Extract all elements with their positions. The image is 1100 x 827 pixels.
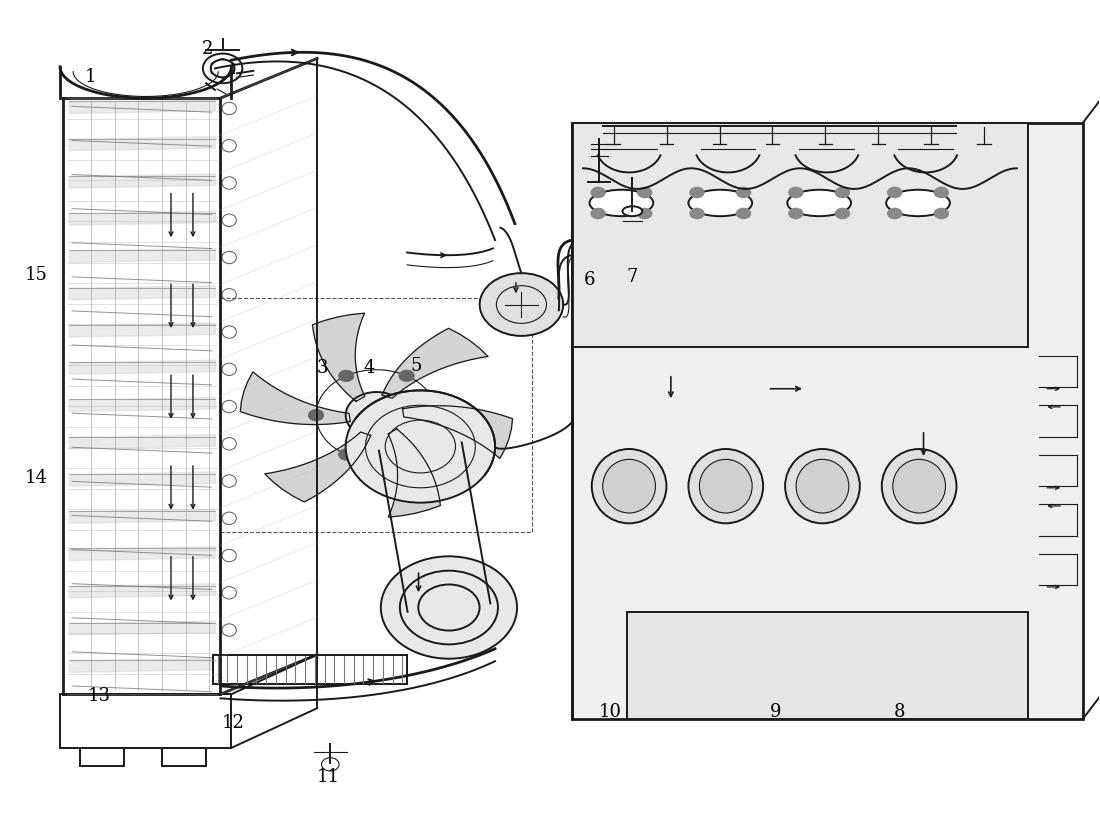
Circle shape <box>345 390 495 503</box>
Circle shape <box>934 208 949 219</box>
Circle shape <box>835 208 850 219</box>
Polygon shape <box>240 372 350 424</box>
Polygon shape <box>403 406 513 458</box>
Bar <box>162 748 206 766</box>
Circle shape <box>887 187 902 198</box>
Text: 5: 5 <box>410 356 421 375</box>
Bar <box>627 612 1027 719</box>
Circle shape <box>789 208 803 219</box>
Circle shape <box>381 557 517 659</box>
Circle shape <box>339 449 354 461</box>
Ellipse shape <box>689 449 763 523</box>
Circle shape <box>690 187 705 198</box>
Polygon shape <box>312 313 365 401</box>
Bar <box>212 655 407 684</box>
Ellipse shape <box>796 459 849 513</box>
Polygon shape <box>388 429 440 517</box>
Text: 10: 10 <box>598 704 622 721</box>
FancyBboxPatch shape <box>572 123 1082 719</box>
Ellipse shape <box>592 449 667 523</box>
Bar <box>220 298 532 533</box>
Bar <box>60 694 231 748</box>
Circle shape <box>399 370 415 381</box>
Text: 12: 12 <box>222 714 245 732</box>
Text: 2: 2 <box>201 40 213 58</box>
Ellipse shape <box>590 189 653 216</box>
Circle shape <box>736 208 751 219</box>
Polygon shape <box>382 328 488 399</box>
Text: 3: 3 <box>317 359 328 377</box>
Ellipse shape <box>689 189 752 216</box>
Ellipse shape <box>887 189 950 216</box>
Text: 8: 8 <box>893 704 905 721</box>
Ellipse shape <box>882 449 957 523</box>
Ellipse shape <box>623 206 642 216</box>
Ellipse shape <box>785 449 860 523</box>
Text: 1: 1 <box>85 68 97 86</box>
Text: 7: 7 <box>627 268 638 286</box>
Circle shape <box>637 208 652 219</box>
Circle shape <box>835 187 850 198</box>
Text: 4: 4 <box>363 359 374 377</box>
Bar <box>572 123 1027 347</box>
Ellipse shape <box>603 459 656 513</box>
Ellipse shape <box>788 189 851 216</box>
Ellipse shape <box>893 459 946 513</box>
Polygon shape <box>265 432 371 502</box>
Circle shape <box>308 409 323 421</box>
Circle shape <box>591 208 606 219</box>
Circle shape <box>637 187 652 198</box>
Text: 13: 13 <box>88 687 111 705</box>
Circle shape <box>736 187 751 198</box>
Circle shape <box>690 208 705 219</box>
Text: 9: 9 <box>770 704 781 721</box>
Circle shape <box>345 392 407 438</box>
Circle shape <box>789 187 803 198</box>
Circle shape <box>399 449 415 461</box>
Circle shape <box>429 409 444 421</box>
Circle shape <box>591 187 606 198</box>
Ellipse shape <box>700 459 752 513</box>
Circle shape <box>934 187 949 198</box>
Bar <box>80 748 123 766</box>
Circle shape <box>480 273 563 336</box>
Text: 15: 15 <box>24 265 47 284</box>
Text: 6: 6 <box>584 270 595 289</box>
Text: 14: 14 <box>24 469 47 487</box>
Circle shape <box>339 370 354 381</box>
Text: 11: 11 <box>317 767 340 786</box>
Circle shape <box>887 208 902 219</box>
